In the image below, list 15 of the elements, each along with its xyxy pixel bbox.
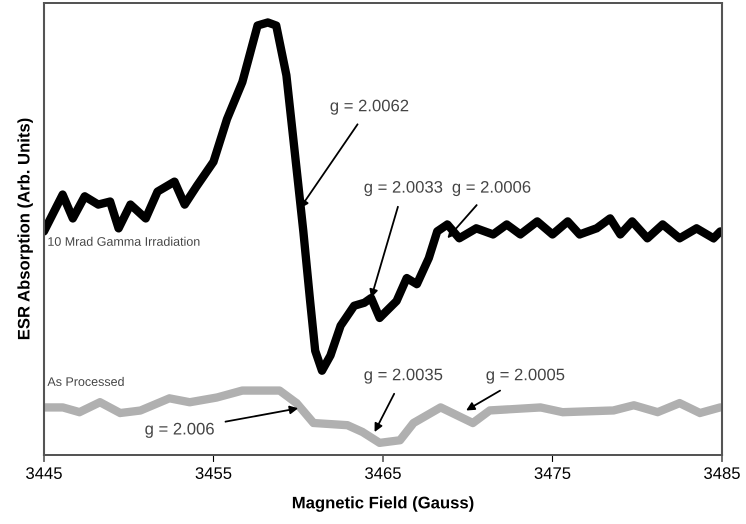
x-tick-label: 3475 bbox=[534, 467, 570, 480]
series-label: As Processed bbox=[47, 376, 124, 386]
annotation: g = 2.006 bbox=[145, 422, 214, 438]
annotation: g = 2.0005 bbox=[486, 368, 564, 384]
series-label: 10 Mrad Gamma Irradiation bbox=[48, 236, 200, 246]
annotation: g = 2.0006 bbox=[452, 180, 530, 196]
x-tick-label: 3485 bbox=[704, 467, 740, 480]
x-tick-label: 3465 bbox=[365, 467, 401, 480]
y-axis-title: ESR Absorption (Arb. Units) bbox=[17, 118, 33, 340]
x-tick-label: 3445 bbox=[26, 467, 62, 480]
x-tick-label: 3455 bbox=[196, 467, 232, 480]
annotation: g = 2.0035 bbox=[364, 368, 442, 384]
x-axis-title: Magnetic Field (Gauss) bbox=[292, 496, 474, 512]
annotation: g = 2.0062 bbox=[330, 100, 408, 115]
annotation: g = 2.0033 bbox=[364, 180, 442, 196]
